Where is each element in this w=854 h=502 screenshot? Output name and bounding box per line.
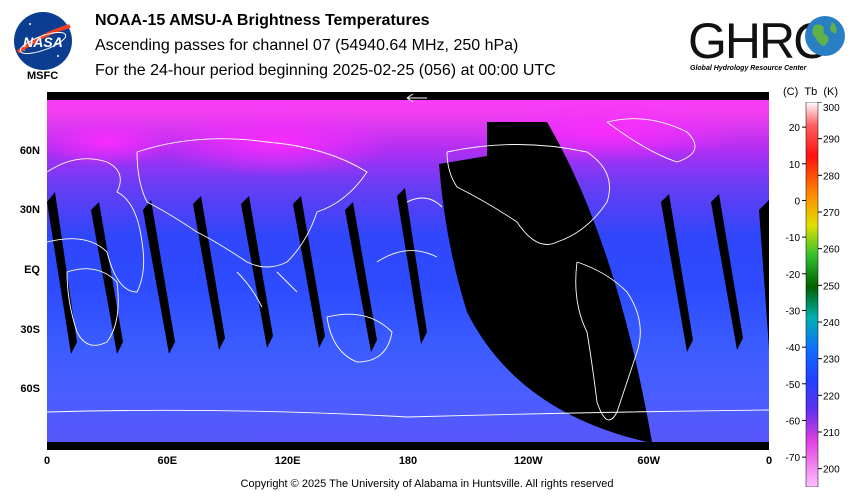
nasa-sublabel: MSFC [27, 70, 59, 82]
data-gap-swath [143, 200, 175, 354]
coastline [136, 138, 368, 268]
longitude-label: 180 [398, 455, 418, 467]
colorbar-label-celsius: 10 [789, 160, 801, 171]
coastline [376, 197, 443, 263]
colorbar-label-celsius: -30 [786, 306, 801, 317]
coastline [606, 118, 696, 163]
coastline [66, 268, 119, 346]
longitude-label: 120W [513, 455, 543, 467]
colorbar-gradient [805, 102, 819, 487]
longitude-label: 60E [157, 455, 178, 467]
brightness-temperature-map [47, 92, 769, 450]
coastlines [47, 118, 769, 421]
longitude-label: 0 [43, 455, 51, 467]
coastline [47, 409, 769, 418]
data-gap-swath [47, 192, 77, 354]
page-subtitle: Ascending passes for channel 07 (54940.6… [95, 37, 519, 54]
colorbar-label-kelvin: 280 [823, 171, 840, 182]
data-gap-swath [661, 194, 693, 352]
data-gap-swath [293, 196, 325, 348]
nasa-logo-text: NASA [23, 34, 63, 50]
data-gap-swath [241, 196, 273, 348]
longitude-label: 120E [274, 455, 301, 467]
colorbar-label-kelvin: 290 [823, 135, 840, 146]
latitude-label: 60S [20, 383, 40, 396]
latitude-label: 30S [20, 323, 40, 336]
ghrc-sublabel: Global Hydrology Resource Center [690, 65, 807, 72]
colorbar-label-kelvin: 210 [823, 428, 840, 439]
colorbar-label-celsius: -50 [786, 380, 801, 391]
coastline [47, 158, 145, 293]
coastline [446, 144, 610, 245]
colorbar-label-celsius: -70 [786, 453, 801, 464]
copyright-notice: Copyright © 2025 The University of Alaba… [240, 478, 614, 490]
data-gap-swath [91, 202, 123, 354]
data-gap-swath [759, 200, 769, 348]
colorbar: 300 290 280 270 260 250 240 230 220 210 200 20 10 0 -1… [786, 102, 840, 487]
colorbar-label-kelvin: 270 [823, 208, 840, 219]
polar-anomaly [157, 107, 397, 177]
colorbar-label-kelvin: 240 [823, 318, 840, 329]
colorbar-label-kelvin: 250 [823, 281, 840, 292]
colorbar-label-celsius: 0 [794, 196, 800, 207]
colorbar-header-tb: Tb [804, 86, 818, 98]
colorbar-label-kelvin: 220 [823, 391, 840, 402]
colorbar-label-kelvin: 230 [823, 355, 840, 366]
page-title: NOAA-15 AMSU-A Brightness Temperatures [95, 12, 430, 29]
ghrc-logo: GHRC [688, 13, 845, 69]
colorbar-label-celsius: 20 [789, 123, 801, 134]
colorbar-label-kelvin: 260 [823, 245, 840, 256]
nasa-logo: NASA [14, 12, 72, 70]
latitude-label: EQ [24, 264, 40, 276]
coastline [236, 271, 298, 308]
coastline [326, 313, 393, 363]
colorbar-label-celsius: -20 [786, 270, 801, 281]
data-gap-swath [345, 202, 377, 352]
colorbar-label-kelvin: 300 [823, 103, 840, 114]
colorbar-label-celsius: -10 [786, 233, 801, 244]
colorbar-label-kelvin: 200 [823, 465, 840, 476]
polar-band [47, 442, 769, 450]
data-gap-swath [711, 194, 743, 350]
colorbar-label-celsius: -60 [786, 416, 801, 427]
period-line: For the 24-hour period beginning 2025-02… [95, 62, 556, 79]
colorbar-header-c: (C) [783, 86, 799, 98]
polar-anomaly [47, 117, 177, 167]
latitude-label: 60N [19, 144, 40, 157]
longitude-label: 60W [637, 455, 660, 467]
data-gap-region [439, 122, 652, 442]
latitude-label: 30N [19, 204, 40, 217]
dateline-marker [406, 93, 427, 103]
colorbar-header-k: (K) [823, 86, 839, 98]
colorbar-header: (C) Tb (K) [783, 86, 838, 98]
longitude-label: 0 [765, 455, 773, 467]
polar-band [47, 92, 769, 100]
colorbar-label-celsius: -40 [786, 343, 801, 354]
data-gap-swath [397, 188, 427, 344]
